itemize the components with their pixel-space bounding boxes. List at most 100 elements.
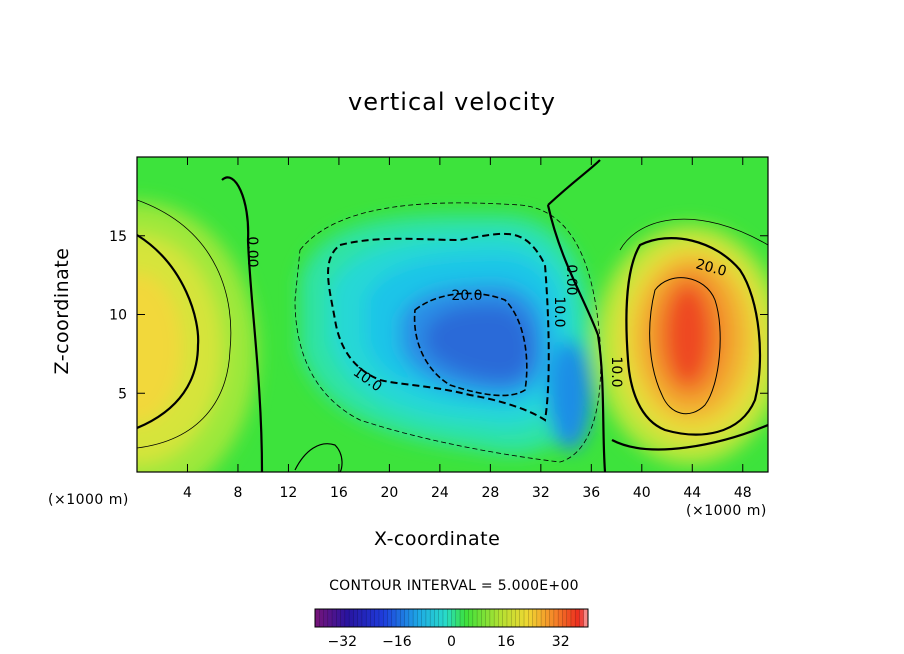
x-tick-label: 36 (582, 485, 600, 501)
colorbar-cell (413, 609, 418, 627)
colorbar-cell (511, 609, 516, 627)
colorbar-cell (477, 609, 482, 627)
colorbar-cell (344, 609, 350, 627)
y-axis-label: Z-coordinate (51, 247, 73, 375)
colorbar-cell (315, 609, 320, 627)
chart-title: vertical velocity (348, 88, 556, 116)
colorbar-cell (396, 609, 401, 627)
colorbar-cell (498, 609, 504, 627)
colorbar-cell (541, 609, 546, 627)
y-tick-label: 15 (109, 229, 127, 245)
colorbar-cell (468, 609, 474, 627)
colorbar-cell (447, 609, 452, 627)
x-unit-label: (×1000 m) (686, 503, 767, 519)
contour-interval: CONTOUR INTERVAL = 5.000E+00 (329, 578, 579, 594)
x-tick-label: 48 (734, 485, 752, 501)
colorbar-cell (336, 609, 342, 627)
colorbar-cell (524, 609, 529, 627)
x-tick-label: 4 (183, 485, 192, 501)
contour-label: 20.0 (451, 288, 482, 304)
colorbar-tick-label: −16 (382, 634, 412, 650)
colorbar-cell (494, 609, 499, 627)
x-tick-label: 28 (481, 485, 499, 501)
colorbar-cell (536, 609, 542, 627)
colorbar-frame (314, 608, 589, 628)
colorbar-cell (558, 609, 563, 627)
colorbar-cell (366, 609, 371, 627)
z-unit-label: (×1000 m) (48, 492, 129, 508)
colorbar-cell (361, 609, 367, 627)
colorbar-cell (430, 609, 435, 627)
colorbar-cell (528, 609, 534, 627)
colorbar-cell (327, 609, 333, 627)
x-tick-label: 44 (683, 485, 701, 501)
colorbar-cell (332, 609, 337, 627)
x-tick-label: 20 (380, 485, 398, 501)
y-tick-label: 5 (118, 386, 127, 402)
colorbar-cell (464, 609, 470, 627)
colorbar-cell (460, 609, 465, 627)
colorbar-cell (323, 609, 329, 627)
colorbar-cell (519, 609, 525, 627)
colorbar-cell (545, 609, 551, 627)
colorbar-cell (357, 609, 363, 627)
x-tick-label: 24 (431, 485, 449, 501)
x-tick-label: 8 (233, 485, 242, 501)
colorbar-cell (549, 609, 555, 627)
colorbar-cell (485, 609, 491, 627)
colorbar-cell (421, 609, 427, 627)
x-tick-label: 32 (532, 485, 550, 501)
colorbar-cell (349, 609, 354, 627)
colorbar-cell (442, 609, 448, 627)
colorbar-cell (481, 609, 487, 627)
colorbar-tick-label: 0 (447, 634, 456, 650)
colorbar-cell (562, 609, 568, 627)
colorbar-cell (575, 609, 580, 627)
colorbar-tick-label: 16 (497, 634, 515, 650)
colorbar-cell (455, 609, 461, 627)
contour-label: 0.00 (244, 236, 260, 267)
colorbar-cell (566, 609, 572, 627)
x-axis-label: X-coordinate (374, 528, 501, 550)
heatmap-field: 0.00 20.0 10.0 20.0 10.0 0.00 10.0 (137, 157, 768, 472)
colorbar-cell (400, 609, 406, 627)
colorbar-cell (378, 609, 384, 627)
contour-label: 10.0 (608, 356, 624, 387)
colorbar-cell (438, 609, 444, 627)
colorbar-cell (583, 609, 589, 627)
colorbar-cell (502, 609, 508, 627)
colorbar-cell (353, 609, 359, 627)
y-tick-label: 10 (109, 308, 127, 324)
colorbar-cell (408, 609, 414, 627)
colorbar-cell (515, 609, 521, 627)
colorbar-cell (387, 609, 393, 627)
colorbar-cell (374, 609, 380, 627)
contour-label: 20.0 (694, 256, 728, 280)
x-tick-label: 12 (280, 485, 298, 501)
colorbar-cell (340, 609, 346, 627)
contour-label: 0.00 (563, 264, 579, 295)
x-tick-label: 40 (633, 485, 651, 501)
colorbar-tick-label: 32 (552, 634, 570, 650)
colorbar-cell (553, 609, 559, 627)
colorbar-cell (319, 609, 325, 627)
colorbar-cell (434, 609, 440, 627)
colorbar-cell (532, 609, 538, 627)
colorbar-cell (417, 609, 423, 627)
colorbar-cell (489, 609, 495, 627)
colorbar-cell (506, 609, 512, 627)
colorbar-cell (451, 609, 457, 627)
colorbar-cell (370, 609, 376, 627)
colorbar-cell (570, 609, 576, 627)
colorbar-tick-label: −32 (328, 634, 358, 650)
colorbar-cell (472, 609, 478, 627)
colorbar-cell (404, 609, 410, 627)
colorbar-cell (579, 609, 585, 627)
x-tick-label: 16 (330, 485, 348, 501)
colorbar-cell (383, 609, 389, 627)
contour-label: 10.0 (551, 296, 567, 327)
colorbar: −32 −16 0 16 32 (314, 608, 589, 650)
colorbar-cell (391, 609, 397, 627)
